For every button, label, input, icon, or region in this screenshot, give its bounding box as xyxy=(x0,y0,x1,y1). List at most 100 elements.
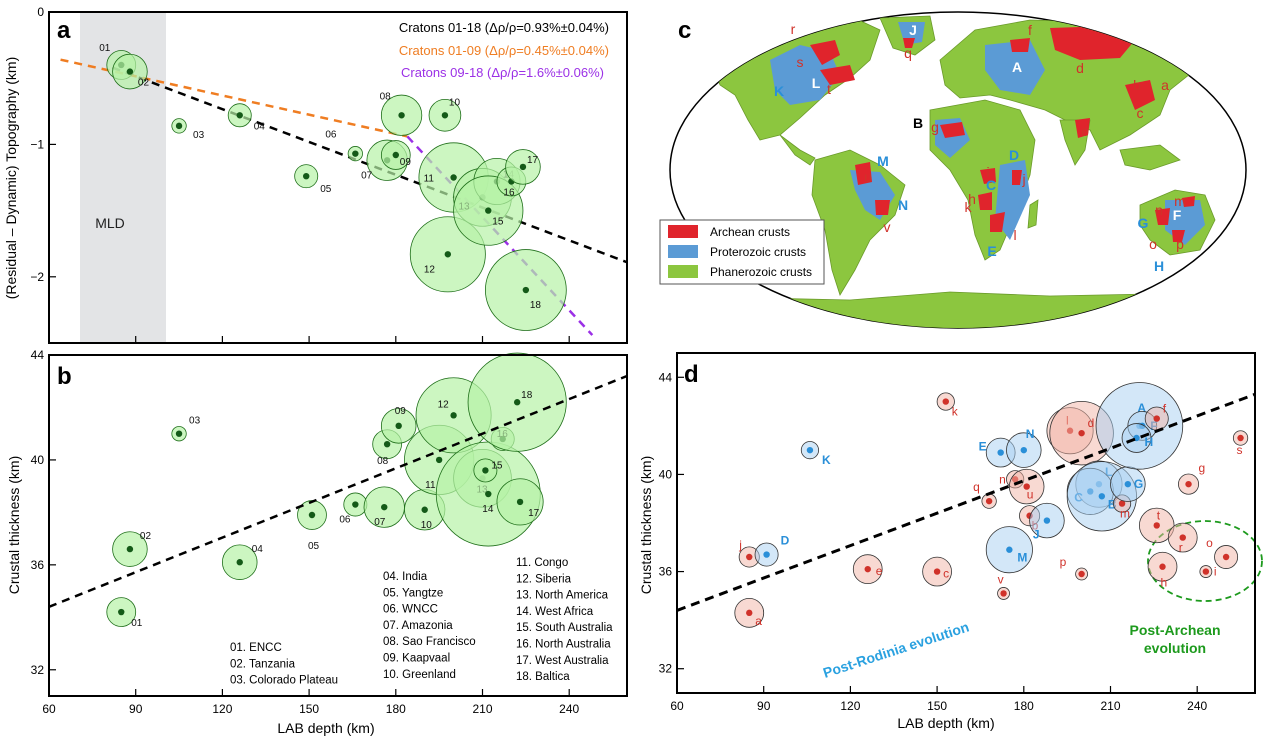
region-label-u: u xyxy=(1027,488,1034,502)
legend-entry: 18. Baltica xyxy=(516,671,570,683)
craton-point-11 xyxy=(450,174,457,181)
x-axis-label-b: LAB depth (km) xyxy=(277,720,374,736)
x-tick-label: 210 xyxy=(1100,699,1120,713)
region-label-h: h xyxy=(1161,576,1168,590)
map-label-l: l xyxy=(1013,227,1016,243)
region-point-a xyxy=(746,609,753,617)
map-label-D: D xyxy=(1009,147,1019,163)
region-label-N: N xyxy=(1026,427,1035,441)
panel-label-a: a xyxy=(57,17,71,44)
region-label-A: A xyxy=(1137,401,1146,415)
craton-point-10 xyxy=(421,506,428,513)
legend-swatch-proterozoic xyxy=(668,245,698,258)
y-tick-label: 44 xyxy=(659,370,673,384)
region-point-q xyxy=(985,497,993,505)
region-point-c xyxy=(933,568,941,575)
craton-point-09 xyxy=(395,422,402,430)
x-tick-label: 60 xyxy=(42,702,56,716)
craton-point-04 xyxy=(236,559,243,566)
craton-label-10: 10 xyxy=(421,520,433,531)
y-axis-label-d: Crustal thickness (km) xyxy=(638,456,654,594)
legend-phanerozoic: Phanerozoic crusts xyxy=(710,265,812,279)
craton-label-10: 10 xyxy=(449,97,461,108)
panel-a: MLD 010203040506070809101112131415161718… xyxy=(3,5,628,344)
region-point-m xyxy=(1118,500,1126,507)
x-tick-label: 120 xyxy=(840,699,860,713)
region-point-G xyxy=(1124,480,1132,488)
map-label-L: L xyxy=(812,75,821,91)
region-label-s: s xyxy=(1237,443,1243,457)
region-point-K xyxy=(806,446,814,454)
map-label-g: g xyxy=(931,119,939,135)
map-label-p: p xyxy=(1176,236,1184,252)
map-label-N: N xyxy=(898,197,908,213)
legend-entry: 05. Yangtze xyxy=(383,587,443,599)
region-point-i xyxy=(1202,568,1210,575)
map-label-A: A xyxy=(1012,59,1022,75)
map-label-J: J xyxy=(909,22,917,38)
legend-entry: 12. Siberia xyxy=(516,573,572,585)
region-label-H: H xyxy=(1145,435,1154,449)
region-label-q: q xyxy=(973,480,980,494)
region-label-o: o xyxy=(1206,536,1213,550)
map-label-b: b xyxy=(1133,77,1141,93)
axis-ticks: 32 36 40 44 60 90 120 150 180 210 240 xyxy=(659,370,1208,713)
x-tick-label: 150 xyxy=(927,699,947,713)
y-tick-label: 40 xyxy=(31,453,45,467)
craton-label-09: 09 xyxy=(400,157,412,168)
legend-entry: 11. Congo xyxy=(516,557,568,569)
map-label-i: i xyxy=(986,164,989,180)
region-point-J xyxy=(1043,517,1051,524)
craton-label-17: 17 xyxy=(528,508,540,519)
legend-entry: 06. WNCC xyxy=(383,604,438,616)
region-point-d xyxy=(1078,429,1085,437)
map-label-d: d xyxy=(1076,60,1084,76)
y-axis-ticks: 0 −1 −2 xyxy=(30,5,570,343)
craton-point-09 xyxy=(392,151,399,159)
region-point-j xyxy=(746,553,753,561)
y-axis-label-a: (Residual – Dynamic) Topography (km) xyxy=(3,57,19,300)
y-tick-label: 44 xyxy=(31,348,45,362)
region-label-f: f xyxy=(1163,402,1167,416)
craton-label-06: 06 xyxy=(339,515,351,526)
y-tick-label: −2 xyxy=(30,270,44,284)
region-label-K: K xyxy=(822,453,831,467)
map-label-t: t xyxy=(827,81,831,97)
region-point-p xyxy=(1078,570,1085,578)
x-tick-label: 150 xyxy=(299,702,319,716)
x-tick-label: 180 xyxy=(386,702,406,716)
legend-entry: 17. West Australia xyxy=(516,655,609,667)
craton-point-18 xyxy=(522,286,530,294)
region-point-f xyxy=(1153,415,1160,422)
y-axis-label-b: Crustal thickness (km) xyxy=(6,456,22,594)
legend-entry: 16. North Australia xyxy=(516,639,611,651)
craton-point-02 xyxy=(126,68,134,75)
map-label-H: H xyxy=(1154,258,1164,274)
legend-entry: 15. South Australia xyxy=(516,622,613,634)
map-label-f: f xyxy=(1028,22,1032,38)
legend-archean: Archean crusts xyxy=(710,225,790,239)
region-point-M xyxy=(1006,546,1013,553)
craton-label-15: 15 xyxy=(491,460,503,471)
region-label-M: M xyxy=(1017,551,1027,565)
craton-point-17 xyxy=(519,163,527,171)
region-circles: ajDKeckqvMENnubJldLCBmGAFHftgprhios xyxy=(734,382,1249,628)
legend-swatch-archean xyxy=(668,225,698,238)
craton-point-07 xyxy=(381,503,388,511)
region-label-D: D xyxy=(781,534,790,548)
region-label-v: v xyxy=(998,572,1004,586)
map-label-M: M xyxy=(877,153,889,169)
panel-d-frame xyxy=(676,352,1256,694)
region-point-e xyxy=(864,565,871,573)
region-label-c: c xyxy=(943,567,949,581)
craton-label-05: 05 xyxy=(320,184,332,195)
craton-point-15 xyxy=(485,207,492,214)
legend-entry: 03. Colorado Plateau xyxy=(230,675,338,687)
map-label-r: r xyxy=(791,21,796,37)
map-label-n: n xyxy=(1155,202,1163,218)
craton-label-12: 12 xyxy=(438,399,450,410)
fit-line xyxy=(676,392,1256,612)
region-point-s xyxy=(1237,434,1244,442)
